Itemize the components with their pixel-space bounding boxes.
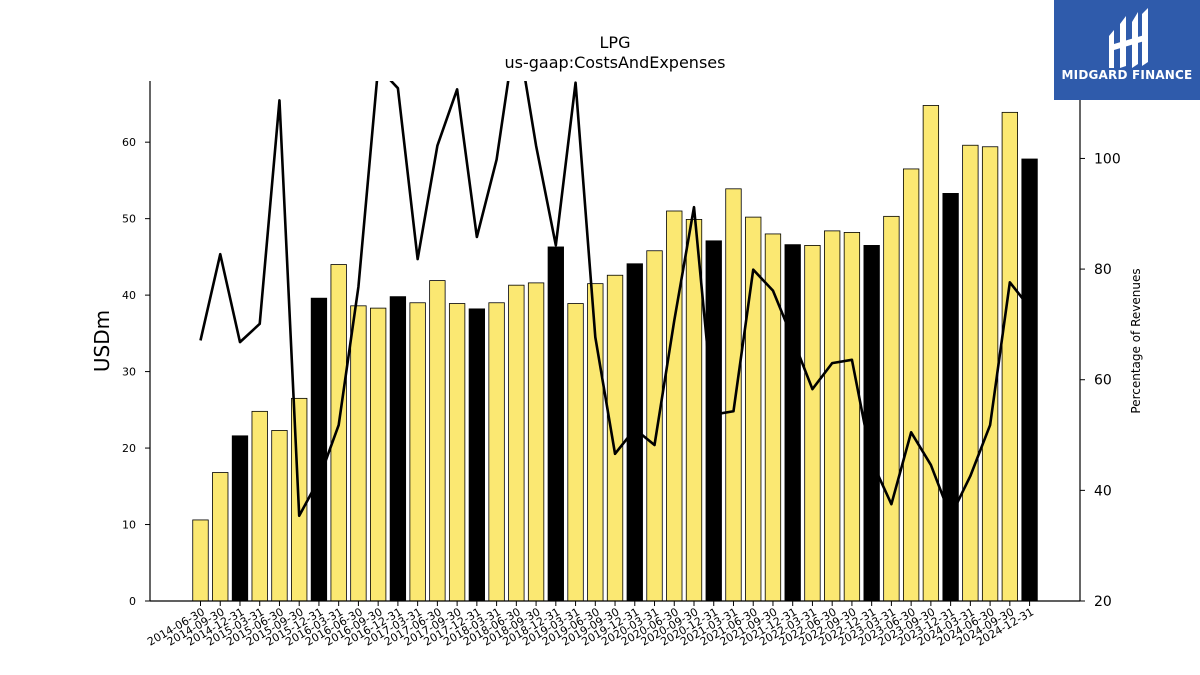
bar-2021-12-31 (784, 244, 801, 602)
bar-2016-12-31 (389, 296, 407, 602)
bar-2024-09-30 (1001, 111, 1018, 602)
bar-2017-12-31 (468, 308, 486, 602)
brand-name: MIDGARD FINANCE (1061, 68, 1193, 82)
bar-2018-12-31 (547, 246, 564, 602)
y-tick-label: 30 (122, 366, 136, 379)
y-tick-label: 40 (122, 289, 136, 302)
bar-2020-12-31 (705, 240, 722, 602)
midgard-logo-icon (1054, 0, 1200, 100)
bar-2015-03-31 (251, 410, 268, 602)
chart-title: LPG (600, 33, 631, 52)
y-tick-label: 60 (122, 136, 136, 149)
bar-2015-12-31 (310, 297, 328, 602)
y2-tick-label: 40 (1094, 483, 1112, 499)
bar-2017-09-30 (448, 303, 466, 602)
bar-2023-09-30 (922, 105, 940, 602)
bar-2024-06-30 (981, 146, 999, 602)
y-tick-label: 10 (122, 519, 136, 532)
brand-logo: MIDGARD FINANCE (1054, 0, 1200, 100)
plot-area: 0102030405060204060801002014-06-302014-0… (122, 81, 1121, 649)
bar-2022-03-31 (804, 245, 821, 602)
y-axis-label: USDm (90, 310, 114, 372)
y-tick-label: 0 (129, 595, 136, 608)
y-tick-label: 20 (122, 442, 136, 455)
bar-2017-06-30 (429, 280, 446, 602)
bar-2024-03-31 (962, 144, 979, 602)
bar-2018-06-30 (508, 284, 525, 602)
bar-2016-09-30 (370, 307, 387, 602)
bar-2019-03-31 (567, 303, 584, 602)
bar-2018-09-30 (527, 282, 545, 602)
chart-subtitle: us-gaap:CostsAndExpenses (505, 53, 726, 72)
bar-2022-12-31 (863, 245, 880, 602)
bar-2014-12-31 (231, 435, 249, 602)
percentage-line (199, 81, 1031, 518)
bar-2018-03-31 (488, 302, 505, 602)
y2-tick-label: 80 (1094, 262, 1112, 278)
bar-2021-03-31 (725, 188, 742, 602)
bar-2016-06-30 (350, 305, 367, 602)
y2-axis-label: Percentage of Revenues (1129, 268, 1143, 413)
bar-2023-06-30 (902, 168, 920, 602)
bar-2020-03-31 (646, 250, 663, 602)
bar-2015-06-30 (271, 430, 288, 602)
bar-2019-09-30 (606, 274, 624, 602)
bar-2022-06-30 (824, 230, 841, 602)
bar-2022-09-30 (843, 232, 861, 602)
y2-tick-label: 100 (1094, 151, 1121, 167)
bar-2023-03-31 (883, 215, 900, 602)
bar-2014-06-30 (192, 519, 209, 602)
bar-2016-03-31 (330, 264, 347, 602)
y-tick-label: 50 (122, 213, 136, 226)
bar-2020-06-30 (666, 210, 683, 602)
bar-2024-12-31 (1021, 158, 1038, 602)
y2-tick-label: 60 (1094, 373, 1112, 389)
bar-2014-09-30 (212, 472, 229, 602)
bar-2017-03-31 (409, 302, 426, 602)
y2-tick-label: 20 (1094, 594, 1112, 610)
bar-2023-12-31 (942, 193, 959, 602)
